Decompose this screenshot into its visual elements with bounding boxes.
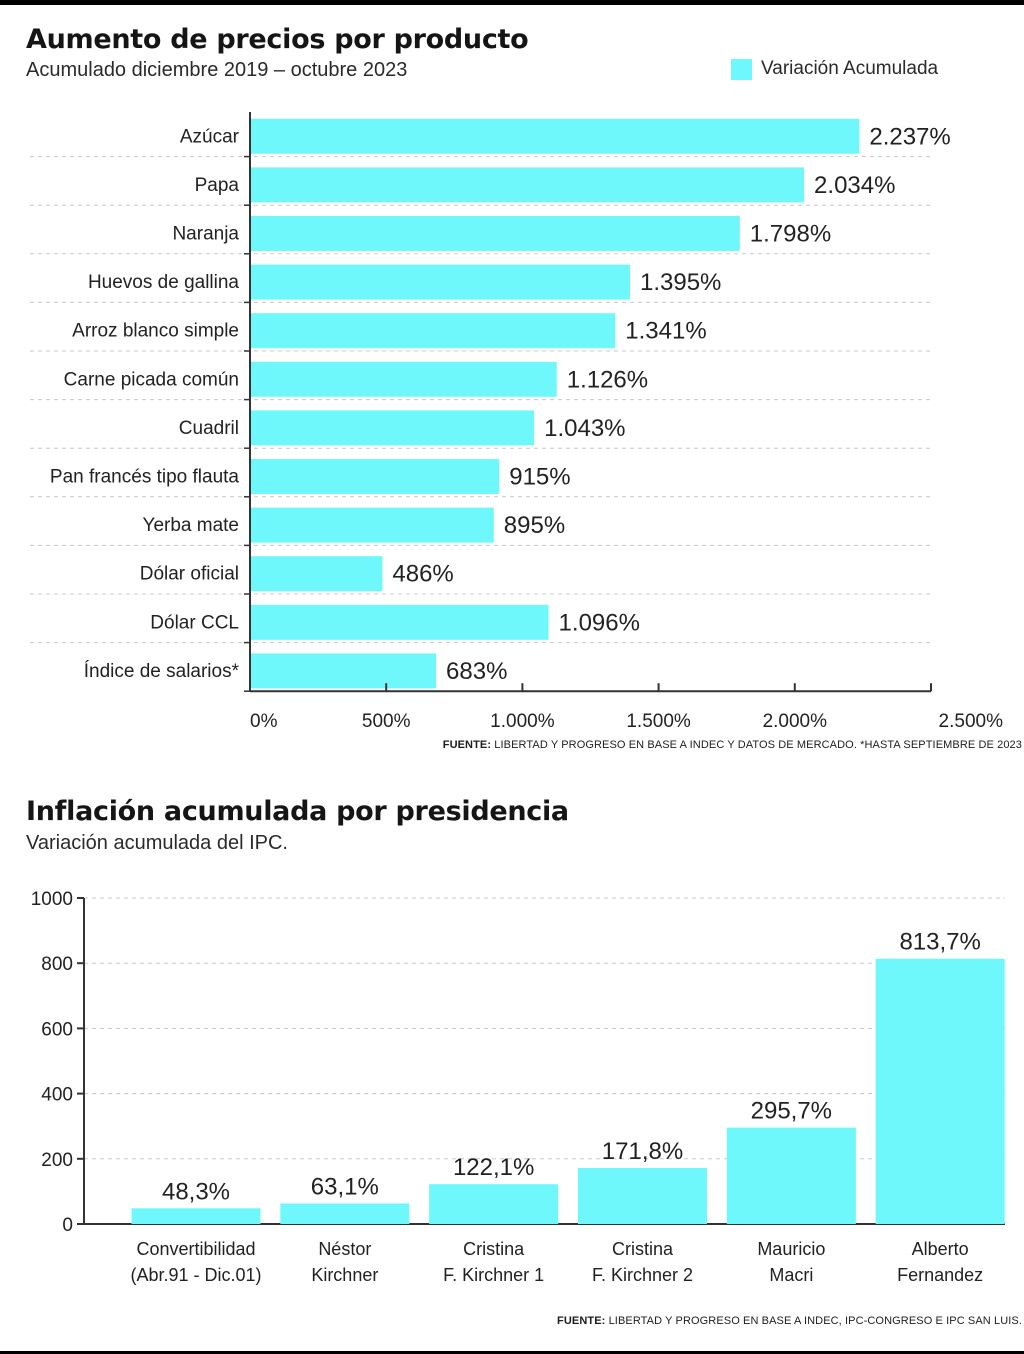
value-label: 63,1%	[311, 1173, 379, 1200]
value-label: 1.126%	[567, 366, 648, 393]
bar	[250, 264, 630, 300]
value-label: 915%	[509, 464, 570, 491]
bar	[250, 653, 437, 689]
category-label: Arroz blanco simple	[72, 321, 239, 342]
y-tick-label: 600	[41, 1019, 73, 1040]
bar	[250, 216, 740, 251]
x-tick-label: 1.500%	[626, 711, 691, 732]
category-label: Papa	[195, 175, 240, 196]
chart2-subtitle: Variación acumulada del IPC.	[26, 832, 288, 854]
category-label: Azúcar	[180, 126, 240, 147]
value-label: 1.341%	[625, 318, 706, 345]
category-label: Mauricio	[757, 1239, 825, 1259]
bar	[875, 958, 1005, 1224]
category-label: Fernandez	[897, 1265, 983, 1285]
category-label: Convertibilidad	[136, 1239, 255, 1259]
value-label: 813,7%	[899, 929, 980, 956]
chart1-subtitle: Acumulado diciembre 2019 – octubre 2023	[26, 59, 408, 81]
category-label: Huevos de gallina	[88, 272, 239, 293]
category-label: Dólar CCL	[150, 612, 239, 633]
bar	[250, 118, 860, 154]
bar	[250, 167, 805, 203]
category-label: Carne picada común	[64, 369, 239, 390]
value-label: 48,3%	[162, 1178, 230, 1205]
chart1-title: Aumento de precios por producto	[26, 24, 529, 55]
source-text: LIBERTAD Y PROGRESO EN BASE A INDEC Y DA…	[491, 739, 1022, 751]
chart2-source: FUENTE: LIBERTAD Y PROGRESO EN BASE A IN…	[557, 1315, 1022, 1327]
y-tick-label: 0	[62, 1215, 73, 1236]
category-label: (Abr.91 - Dic.01)	[130, 1265, 261, 1285]
bar	[250, 604, 549, 640]
x-tick-label: 1.000%	[490, 711, 555, 732]
chart1-legend: Variación Acumulada	[731, 58, 938, 80]
x-tick-label: 2.500%	[939, 711, 1004, 732]
bar	[131, 1208, 261, 1224]
source-label: FUENTE:	[442, 739, 492, 751]
category-label: Cristina	[612, 1239, 674, 1259]
value-label: 1.043%	[544, 415, 625, 442]
category-label: Yerba mate	[143, 515, 239, 536]
value-label: 2.237%	[869, 123, 950, 150]
y-tick-label: 1000	[31, 889, 73, 910]
legend-swatch	[731, 58, 752, 80]
value-label: 683%	[446, 658, 507, 685]
category-label: Macri	[769, 1265, 813, 1285]
value-label: 295,7%	[751, 1098, 832, 1125]
category-label: Kirchner	[311, 1265, 378, 1285]
category-label: Índice de salarios*	[84, 661, 240, 682]
value-label: 2.034%	[814, 172, 895, 199]
bar	[429, 1184, 559, 1224]
chart2-title: Inflación acumulada por presidencia	[26, 796, 569, 827]
category-label: Pan francés tipo flauta	[50, 467, 239, 488]
category-label: Cristina	[463, 1239, 525, 1259]
x-tick-label: 500%	[362, 711, 411, 732]
bar	[250, 459, 500, 494]
value-label: 171,8%	[602, 1138, 683, 1165]
top-rule	[0, 0, 1024, 5]
category-label: Néstor	[318, 1239, 371, 1259]
bar	[250, 410, 535, 446]
bar	[280, 1203, 410, 1224]
category-label: Cuadril	[179, 418, 239, 439]
value-label: 1.798%	[750, 221, 831, 248]
value-label: 1.096%	[559, 609, 640, 636]
category-label: Naranja	[172, 224, 239, 245]
category-label: Dólar oficial	[140, 564, 239, 585]
bar	[726, 1127, 856, 1224]
x-tick-label: 0%	[250, 711, 278, 732]
value-label: 895%	[504, 512, 565, 539]
bar	[578, 1167, 707, 1224]
value-label: 486%	[392, 561, 453, 588]
value-label: 1.395%	[640, 269, 721, 296]
horizontal-bar-chart: Azúcar 2.237% Papa 2.034% Naranja 1.798% Huevo…	[30, 112, 1004, 732]
chart1-source: FUENTE: LIBERTAD Y PROGRESO EN BASE A IN…	[443, 739, 1022, 751]
y-tick-label: 400	[41, 1085, 73, 1106]
category-label: F. Kirchner 2	[592, 1265, 693, 1285]
bar	[250, 313, 616, 349]
source-label: FUENTE:	[557, 1315, 606, 1327]
category-label: Alberto	[912, 1239, 969, 1259]
bottom-rule	[0, 1351, 1024, 1354]
y-tick-label: 200	[41, 1150, 73, 1171]
category-label: F. Kirchner 1	[443, 1265, 544, 1285]
value-label: 122,1%	[453, 1154, 534, 1181]
source-text: LIBERTAD Y PROGRESO EN BASE A INDEC, IPC…	[605, 1315, 1022, 1327]
x-tick-label: 2.000%	[763, 711, 828, 732]
bar	[250, 507, 494, 543]
bar	[250, 361, 557, 397]
bar	[250, 556, 383, 592]
vertical-bar-chart: 0 200 400 600 800 1000 48,3% Convertibilidad (Ab…	[31, 889, 1005, 1285]
legend-label: Variación Acumulada	[761, 58, 939, 79]
y-tick-label: 800	[41, 954, 73, 975]
